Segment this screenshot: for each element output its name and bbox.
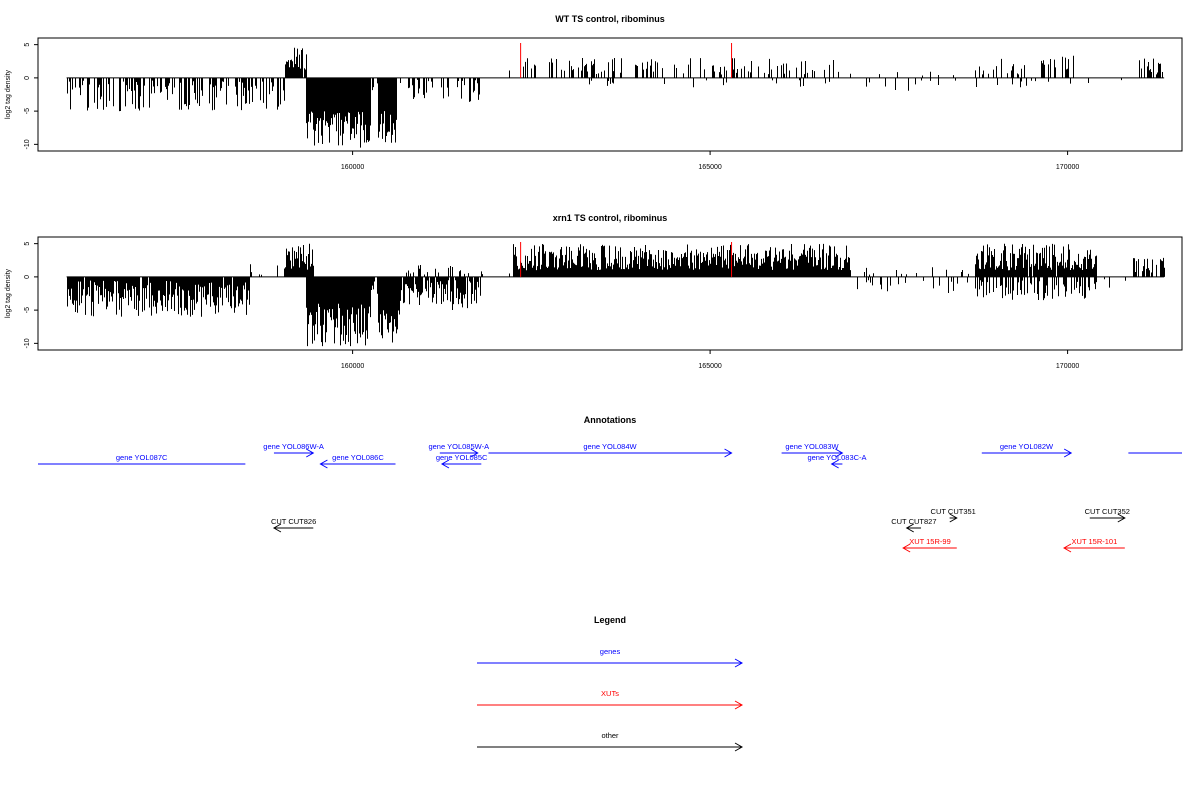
x-tick-label: 165000 <box>698 164 721 171</box>
chart-title: xrn1 TS control, ribominus <box>553 213 668 223</box>
arrow-head <box>734 742 744 752</box>
x-tick-label: 160000 <box>341 164 364 171</box>
feature-label: gene YOL085C <box>436 453 488 462</box>
feature-gene: gene YOL085C <box>436 453 488 469</box>
arrow-head <box>1063 448 1073 458</box>
feature-cut: CUT CUT351 <box>931 507 976 523</box>
arrow-head <box>830 459 839 469</box>
y-tick-label: -10 <box>24 338 31 348</box>
feature-cut: CUT CUT827 <box>891 517 937 533</box>
feature-label: XUT 15R-99 <box>909 537 951 546</box>
legend-label: XUTs <box>601 689 619 698</box>
xrn1-density-panel: xrn1 TS control, ribominus log2 tag densi… <box>5 213 1183 370</box>
y-axis-label: log2 tag density <box>5 268 12 318</box>
feature-label: CUT CUT827 <box>891 517 936 526</box>
feature-label: CUT CUT352 <box>1085 507 1130 516</box>
feature-gene: gene YOL086W-A <box>263 442 324 458</box>
arrow-head <box>724 448 733 458</box>
y-axis-label: log2 tag density <box>5 69 12 119</box>
y-tick-label: -5 <box>24 307 31 313</box>
density-bars <box>67 243 1165 347</box>
legend-item: genes <box>477 647 744 668</box>
plot-frame <box>37 236 1183 351</box>
feature-gene: gene YOL084W <box>488 442 733 458</box>
y-tick-label: 0 <box>24 76 31 80</box>
feature-gene: gene YOL082W <box>981 442 1073 458</box>
arrow-head <box>734 658 744 668</box>
feature-label: gene YOL085W-A <box>428 442 489 451</box>
chart-title: WT TS control, ribominus <box>555 14 665 24</box>
arrow-head <box>734 700 744 710</box>
feature-label: gene YOL083C-A <box>807 453 866 462</box>
arrow-head <box>905 523 914 533</box>
annotations-title: Annotations <box>584 415 637 425</box>
wt-density-panel: WT TS control, ribominus log2 tag density… <box>5 14 1183 171</box>
feature-gene: gene YOL083C-A <box>807 453 867 469</box>
legend-label: genes <box>600 647 621 656</box>
arrow-head <box>440 459 450 469</box>
legend-label: other <box>601 731 619 740</box>
arrow-head <box>835 448 844 458</box>
arrow-head <box>1063 543 1072 553</box>
feature-gene: gene YOL086C <box>319 453 396 469</box>
y-tick-label: 5 <box>24 43 31 47</box>
arrow-head <box>949 513 958 523</box>
feature-cut: CUT CUT826 <box>271 517 316 533</box>
arrow-head <box>902 543 911 553</box>
y-tick-label: 5 <box>24 242 31 246</box>
feature-label: gene YOL084W <box>583 442 637 451</box>
feature-label: CUT CUT826 <box>271 517 316 526</box>
y-tick-label: -5 <box>24 108 31 114</box>
arrow-head <box>272 523 282 533</box>
legend-item: XUTs <box>477 689 744 710</box>
legend-title: Legend <box>594 615 626 625</box>
arrow-head <box>470 448 479 458</box>
feature-label: gene YOL082W <box>1000 442 1054 451</box>
feature-label: CUT CUT351 <box>931 507 976 516</box>
feature-xut: XUT 15R-101 <box>1063 537 1125 553</box>
legend-panel: Legend genes XUTs other <box>477 615 744 752</box>
legend-item: other <box>477 731 744 752</box>
feature-label: XUT 15R-101 <box>1072 537 1118 546</box>
feature-label: gene YOL086C <box>332 453 384 462</box>
feature-xut: XUT 15R-99 <box>902 537 957 553</box>
feature-gene: gene YOL085W-A <box>428 442 489 458</box>
x-tick-label: 160000 <box>341 363 364 370</box>
feature-gene: gene YOL087C <box>38 453 246 465</box>
feature-cut: CUT CUT352 <box>1085 507 1130 523</box>
feature-label: gene YOL087C <box>116 453 168 462</box>
feature-label: gene YOL086W-A <box>263 442 324 451</box>
density-bars <box>67 47 1163 148</box>
x-tick-label: 170000 <box>1056 164 1079 171</box>
x-tick-label: 165000 <box>698 363 721 370</box>
annotations-panel: Annotations gene YOL087C gene YOL086W-A gen… <box>38 415 1182 553</box>
feature-gene: gene YOL083W <box>781 442 844 458</box>
x-tick-label: 170000 <box>1056 363 1079 370</box>
feature-label: gene YOL083W <box>785 442 839 451</box>
y-tick-label: -10 <box>24 139 31 149</box>
arrow-head <box>306 448 315 458</box>
arrow-head <box>319 459 328 469</box>
plot-frame <box>37 37 1183 152</box>
y-tick-label: 0 <box>24 275 31 279</box>
arrow-head <box>1117 513 1126 523</box>
